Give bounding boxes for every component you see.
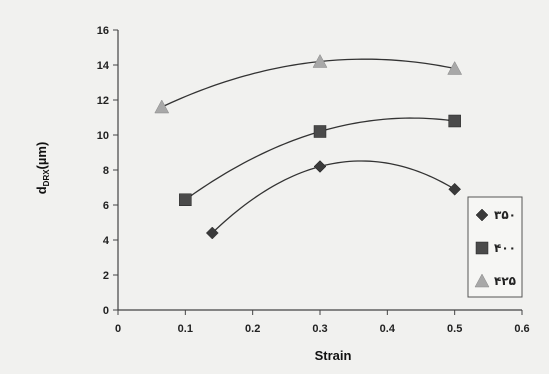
- y-axis-title-sub: DRX: [42, 169, 51, 187]
- x-tick-label: 0.3: [312, 323, 327, 335]
- y-axis-title-unit: (µm): [34, 142, 49, 170]
- y-tick-label: 0: [103, 305, 109, 317]
- data-point-series-3: [312, 53, 328, 68]
- data-point-series-2: [179, 193, 192, 206]
- y-tick-label: 6: [103, 200, 109, 212]
- trend-curves: [161, 58, 456, 234]
- y-tick-label: 12: [97, 95, 109, 107]
- legend-marker-series-1: [475, 208, 489, 222]
- data-point-series-1: [313, 160, 327, 173]
- x-tick-label: 0: [115, 323, 121, 335]
- y-tick-label: 14: [97, 60, 110, 72]
- legend-label-series-2: ۴۰۰: [494, 241, 516, 255]
- x-axis-title: Strain: [315, 348, 352, 363]
- trend-curve-series-3: [161, 58, 455, 108]
- x-tick-label: 0.6: [514, 323, 529, 335]
- data-point-series-3: [154, 99, 170, 114]
- legend-marker-series-3: [474, 273, 490, 288]
- data-markers: [154, 53, 463, 240]
- data-point-series-1: [448, 182, 462, 196]
- data-point-series-2: [313, 125, 327, 138]
- y-tick-label: 2: [103, 270, 109, 282]
- y-axis-title-main: d: [34, 186, 49, 194]
- y-tick-label: 16: [97, 25, 109, 37]
- y-axis-title: dDRX(µm): [34, 142, 51, 195]
- data-point-series-1: [205, 226, 219, 240]
- legend-label-series-1: ۳۵۰: [494, 208, 516, 222]
- x-tick-label: 0.1: [178, 323, 193, 335]
- data-point-series-3: [447, 60, 463, 75]
- trend-curve-series-1: [211, 160, 456, 234]
- axes: 0 2 4 6 8 10 12 14 16 0 0.1 0.2 0.3 0.4 0.5 0.6: [97, 25, 530, 335]
- legend: ۳۵۰ ۴۰۰ ۴۲۵: [467, 196, 523, 298]
- legend-marker-series-2: [475, 241, 489, 255]
- x-tick-label: 0.4: [380, 323, 396, 335]
- y-tick-label: 10: [97, 130, 109, 142]
- legend-label-series-3: ۴۲۵: [494, 274, 516, 288]
- x-tick-label: 0.5: [447, 323, 462, 335]
- y-tick-label: 8: [103, 165, 109, 177]
- data-point-series-2: [448, 114, 461, 128]
- x-tick-label: 0.2: [245, 323, 260, 335]
- y-tick-label: 4: [103, 235, 110, 247]
